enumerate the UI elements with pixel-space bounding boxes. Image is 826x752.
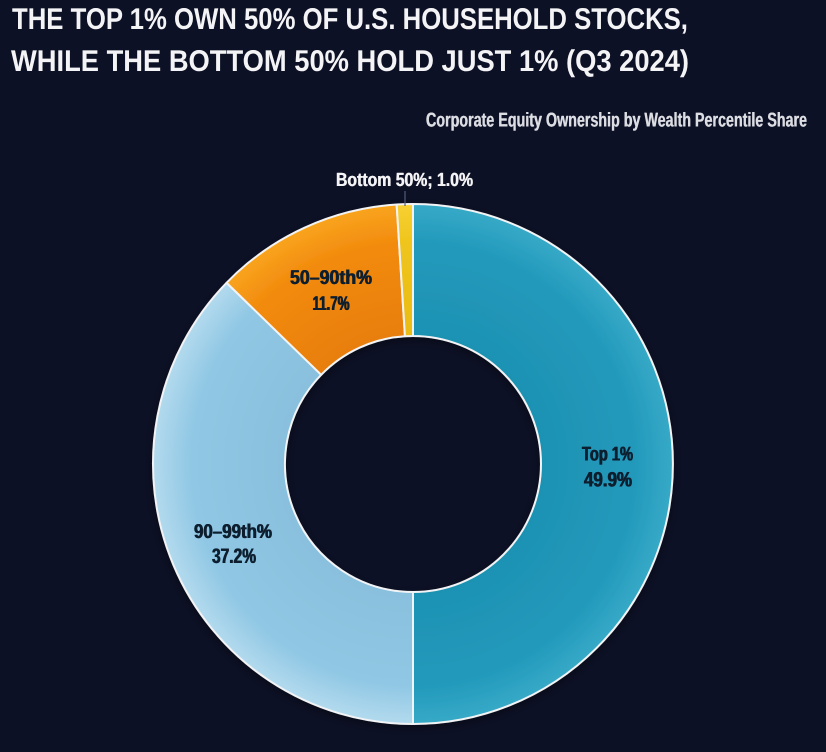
svg-text:50–90th%: 50–90th%	[290, 267, 372, 289]
svg-text:11.7%: 11.7%	[313, 293, 350, 315]
svg-text:Bottom 50%; 1.0%: Bottom 50%; 1.0%	[336, 170, 473, 191]
svg-text:Corporate Equity Ownership by: Corporate Equity Ownership by Wealth Per…	[426, 110, 807, 132]
svg-text:90–99th%: 90–99th%	[194, 521, 272, 543]
svg-text:WHILE THE BOTTOM 50% HOLD JUST: WHILE THE BOTTOM 50% HOLD JUST 1% (Q3 20…	[11, 45, 689, 78]
svg-text:Top 1%: Top 1%	[582, 444, 633, 466]
svg-text:37.2%: 37.2%	[212, 545, 256, 568]
svg-text:Bottom 50%; 1.0%: Bottom 50%; 1.0%	[336, 170, 473, 191]
svg-text:49.9%: 49.9%	[584, 469, 632, 492]
svg-text:THE TOP 1% OWN 50% OF U.S. HOU: THE TOP 1% OWN 50% OF U.S. HOUSEHOLD STO…	[12, 3, 688, 36]
svg-text:Corporate Equity Ownership by: Corporate Equity Ownership by Wealth Per…	[426, 110, 807, 132]
svg-text:90–99th%: 90–99th%	[194, 521, 272, 543]
svg-text:50–90th%: 50–90th%	[290, 267, 372, 289]
svg-text:37.2%: 37.2%	[212, 545, 256, 568]
svg-text:11.7%: 11.7%	[312, 293, 349, 315]
svg-text:49.9%: 49.9%	[584, 469, 632, 492]
svg-text:Top 1%: Top 1%	[582, 444, 633, 466]
